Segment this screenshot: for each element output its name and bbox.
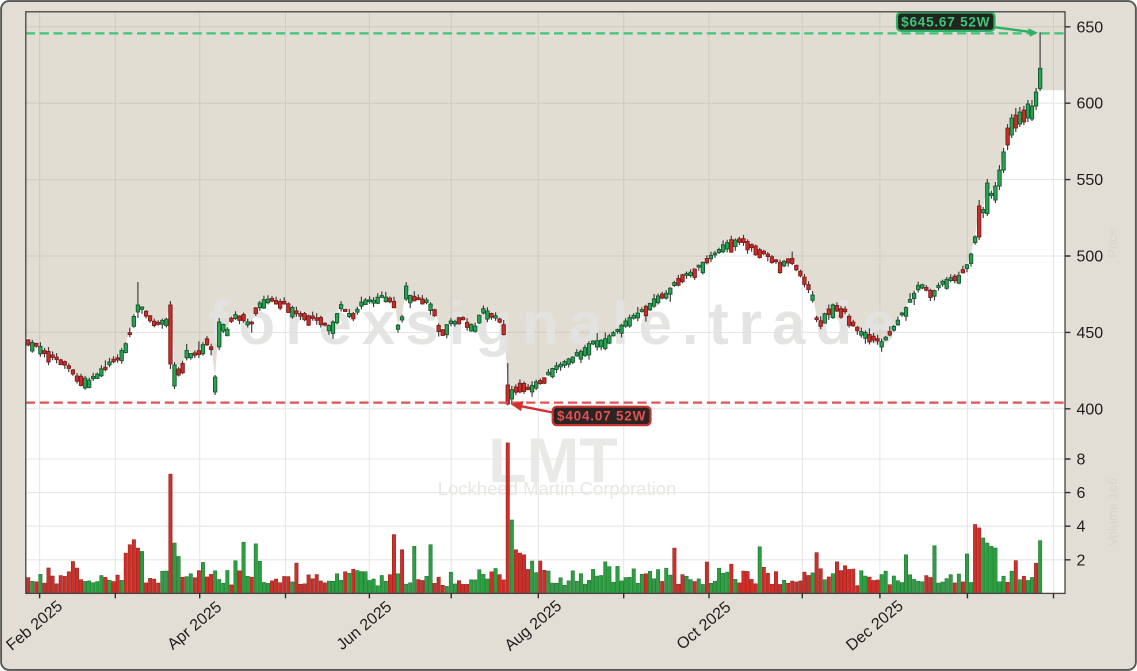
- svg-text:$404.07 52W: $404.07 52W: [557, 409, 646, 424]
- svg-text:Lockheed Martin Corporation: Lockheed Martin Corporation: [438, 478, 677, 499]
- svg-text:LMT: LMT: [488, 426, 617, 496]
- svg-text:Volume 1e6: Volume 1e6: [1105, 478, 1120, 547]
- svg-text:600: 600: [1077, 96, 1104, 113]
- svg-text:650: 650: [1077, 19, 1104, 36]
- svg-text:6: 6: [1077, 485, 1086, 502]
- svg-text:550: 550: [1077, 172, 1104, 189]
- svg-text:400: 400: [1077, 401, 1104, 418]
- svg-text:forexsignale.trade: forexsignale.trade: [209, 290, 906, 357]
- svg-text:Price: Price: [1105, 228, 1120, 258]
- svg-text:4: 4: [1077, 519, 1086, 536]
- svg-text:450: 450: [1077, 325, 1104, 342]
- svg-text:500: 500: [1077, 249, 1104, 266]
- svg-text:$645.67 52W: $645.67 52W: [901, 14, 990, 29]
- svg-text:8: 8: [1077, 452, 1086, 469]
- svg-text:2: 2: [1077, 552, 1086, 569]
